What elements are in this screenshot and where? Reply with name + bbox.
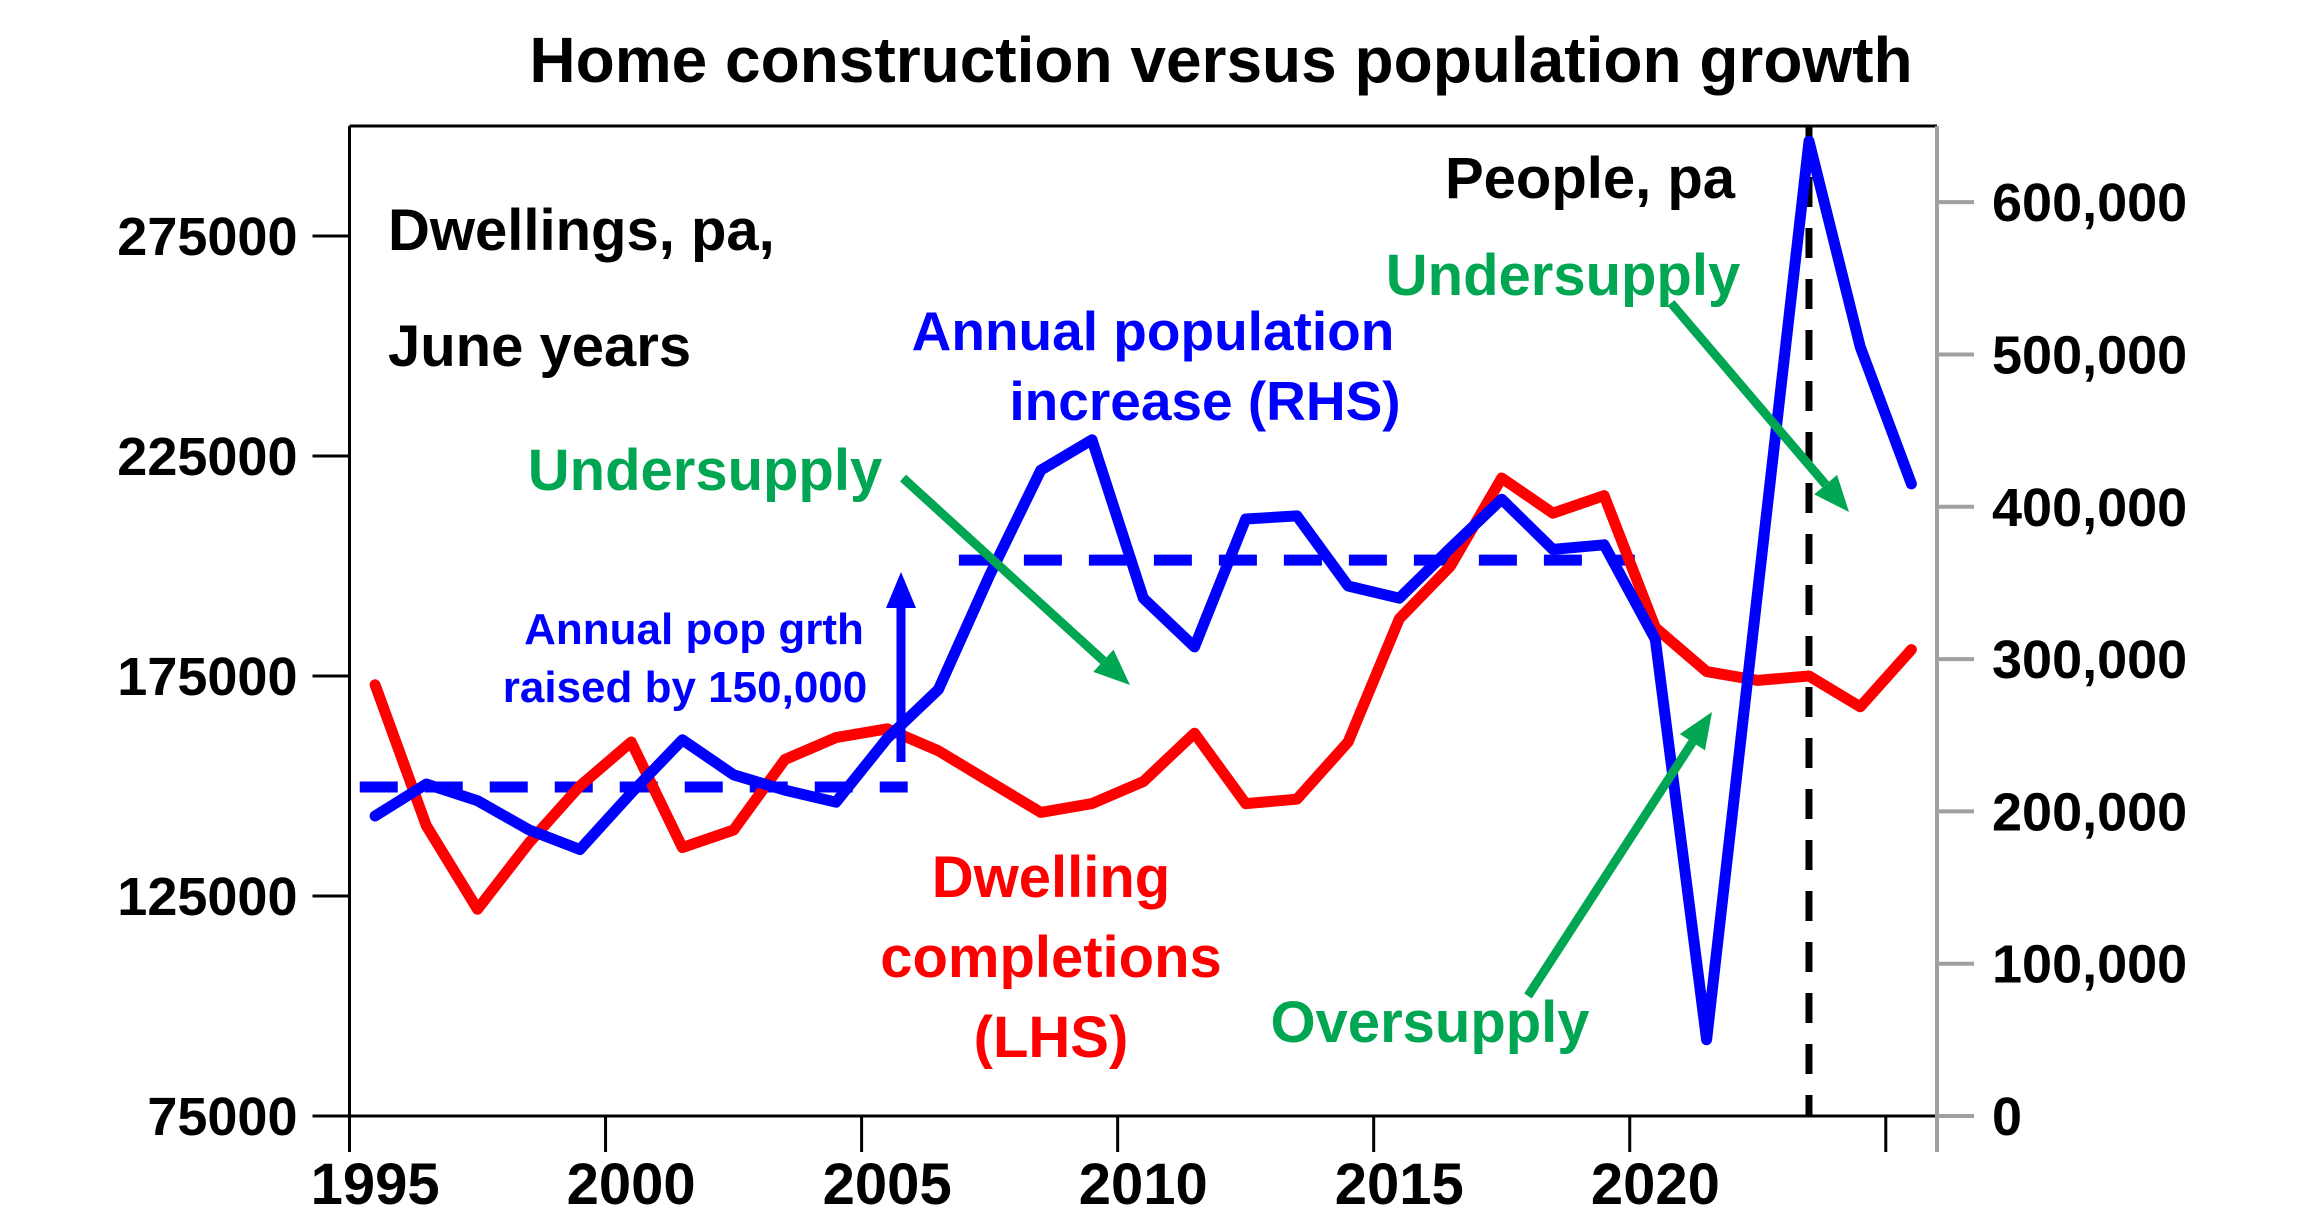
arrows-layer (886, 300, 1849, 999)
y-left-tick-label: 75000 (147, 1087, 297, 1147)
pop-raise-arrow-head (886, 572, 916, 608)
population-series-label-line2: increase (RHS) (1009, 370, 1400, 432)
undersupply-left-label: Undersupply (528, 438, 883, 503)
oversupply-arrow-head (1679, 712, 1712, 751)
undersupply-right-arrow-head (1814, 474, 1849, 512)
completions-series-label-line1: Dwelling (932, 845, 1170, 910)
y-left-tick-label: 225000 (117, 427, 297, 487)
x-tick-label: 1995 (311, 1152, 440, 1217)
x-tick-label: 2000 (567, 1152, 696, 1217)
population-series-label-line1: Annual population (912, 300, 1395, 362)
y-right-tick-label: 400,000 (1992, 478, 2187, 538)
y-right-tick-label: 600,000 (1992, 173, 2187, 233)
dwelling-completions-line (369, 472, 1917, 915)
y-left-tick-label: 175000 (117, 647, 297, 707)
pop-raise-note-line2: raised by 150,000 (503, 663, 867, 712)
completions-series-label-line2: completions (880, 925, 1222, 990)
y-left-tick-label: 275000 (117, 207, 297, 267)
pop-raise-note-line1: Annual pop grth (524, 605, 864, 654)
right-axis-unit-note: People, pa (1445, 146, 1736, 211)
axes-layer: 275000 225000 175000 125000 75000 600,000 500,… (117, 124, 2187, 1217)
undersupply-left-arrow-head (1093, 649, 1130, 685)
y-right-tick-label: 500,000 (1992, 325, 2187, 385)
undersupply-right-arrow-shaft (1667, 300, 1830, 488)
y-right-tick-label: 0 (1992, 1087, 2022, 1147)
chart-title: Home construction versus population grow… (529, 24, 1912, 96)
x-tick-label: 2020 (1591, 1152, 1720, 1217)
y-right-tick-label: 300,000 (1992, 630, 2187, 690)
left-axis-unit-note-line2: June years (388, 314, 691, 379)
population-increase-line (369, 135, 1917, 1046)
y-right-tick-label: 200,000 (1992, 782, 2187, 842)
oversupply-arrow-shaft (1524, 739, 1697, 999)
y-left-tick-label: 125000 (117, 867, 297, 927)
undersupply-left-arrow-shaft (899, 474, 1107, 665)
completions-series-label-line3: (LHS) (974, 1005, 1129, 1070)
series-layer (369, 135, 1917, 1046)
x-tick-label: 2010 (1079, 1152, 1208, 1217)
y-right-tick-label: 100,000 (1992, 935, 2187, 995)
oversupply-label: Oversupply (1270, 990, 1589, 1055)
x-tick-label: 2015 (1335, 1152, 1464, 1217)
left-axis-unit-note-line1: Dwellings, pa, (388, 198, 775, 263)
undersupply-right-label: Undersupply (1386, 243, 1741, 308)
x-tick-label: 2005 (823, 1152, 952, 1217)
